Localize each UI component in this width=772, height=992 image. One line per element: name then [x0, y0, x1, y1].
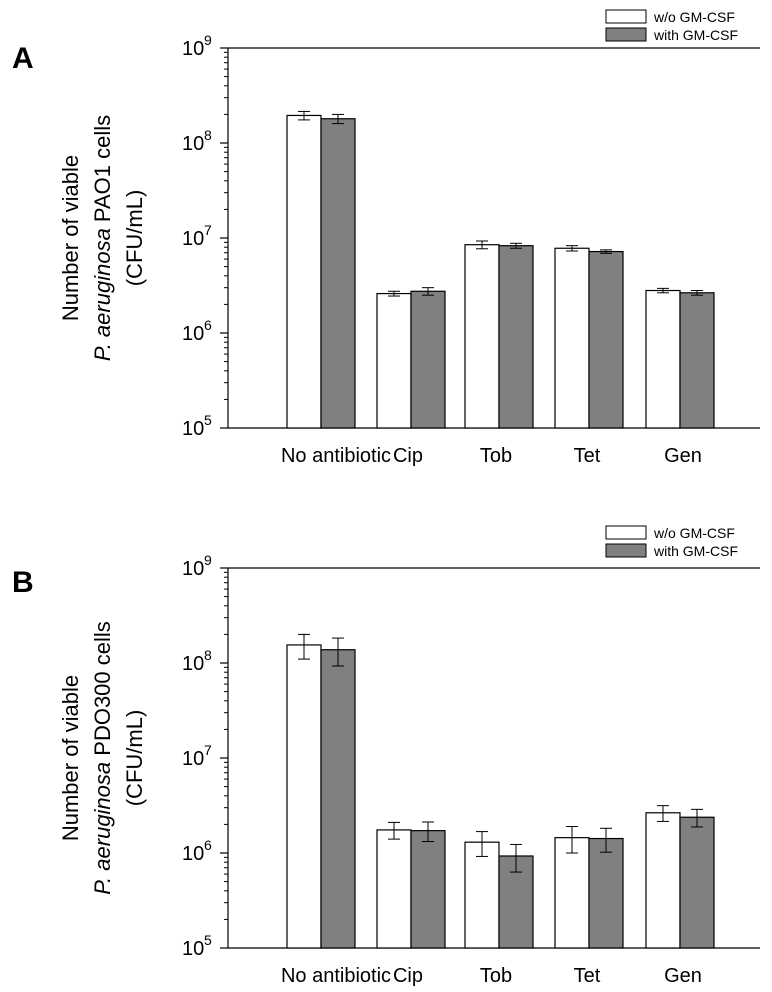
y-tick-exponent: 5: [204, 932, 212, 948]
bar-without-gm-csf: [464, 244, 500, 429]
bar-with-gm-csf: [410, 290, 446, 429]
y-axis-label: Number of viable P. aeruginosa PAO1 cells…: [58, 115, 147, 361]
bar-with-gm-csf: [679, 292, 715, 429]
bar-without-gm-csf: [376, 292, 412, 429]
bar-without-gm-csf: [286, 644, 322, 949]
y-axis-label-line: (CFU/mL): [122, 710, 147, 807]
bar-with-gm-csf: [588, 250, 624, 429]
y-tick-exponent: 7: [204, 222, 212, 238]
bar-with-gm-csf: [588, 837, 624, 949]
legend-label: with GM-CSF: [653, 543, 738, 559]
y-tick-exponent: 6: [204, 837, 212, 853]
y-tick-exponent: 6: [204, 317, 212, 333]
y-tick-exponent: 9: [204, 552, 212, 568]
x-category-label: Cip: [393, 445, 423, 467]
y-axis-label-line: Number of viable: [58, 675, 83, 841]
bar-with-gm-csf: [679, 816, 715, 949]
x-category-label: Gen: [664, 445, 702, 467]
y-axis-label-line: P. aeruginosa PDO300 cells: [90, 621, 115, 895]
y-tick-label: 10: [182, 748, 204, 770]
legend: w/o GM-CSF with GM-CSF: [605, 525, 738, 559]
x-category-label: Tob: [480, 445, 512, 467]
x-category-label: Gen: [664, 965, 702, 987]
legend-swatch: [605, 9, 647, 24]
bar-with-gm-csf: [410, 830, 446, 949]
y-tick-label: 10: [182, 843, 204, 865]
panel-letter: A: [12, 42, 34, 75]
legend-label: with GM-CSF: [653, 27, 738, 43]
x-category-label: No antibiotic: [281, 445, 391, 467]
bar-with-gm-csf: [498, 245, 534, 429]
x-category-label: Tet: [574, 965, 601, 987]
bar-with-gm-csf: [320, 649, 356, 949]
bar-without-gm-csf: [645, 289, 681, 429]
bar-without-gm-csf: [645, 812, 681, 949]
y-tick-label: 10: [182, 418, 204, 440]
y-axis-label-line: (CFU/mL): [122, 190, 147, 287]
y-tick-label: 10: [182, 228, 204, 250]
y-tick-label: 10: [182, 38, 204, 60]
bar-without-gm-csf: [554, 837, 590, 949]
legend: w/o GM-CSF with GM-CSF: [605, 9, 738, 43]
legend-label: w/o GM-CSF: [653, 525, 735, 541]
y-axis-label-line: Number of viable: [58, 155, 83, 321]
bar-without-gm-csf: [376, 829, 412, 949]
bar-without-gm-csf: [464, 841, 500, 949]
x-category-label: Cip: [393, 965, 423, 987]
y-tick-label: 10: [182, 133, 204, 155]
y-axis-label-line: P. aeruginosa PAO1 cells: [90, 115, 115, 361]
legend-swatch: [605, 525, 647, 540]
y-tick-label: 10: [182, 938, 204, 960]
legend-label: w/o GM-CSF: [653, 9, 735, 25]
x-category-label: Tet: [574, 445, 601, 467]
y-tick-label: 10: [182, 653, 204, 675]
x-category-label: Tob: [480, 965, 512, 987]
legend-swatch: [605, 543, 647, 558]
y-tick-label: 10: [182, 323, 204, 345]
legend-swatch: [605, 27, 647, 42]
y-tick-exponent: 8: [204, 127, 212, 143]
bar-with-gm-csf: [320, 118, 356, 429]
bar-without-gm-csf: [554, 247, 590, 429]
y-axis-label: Number of viable P. aeruginosa PDO300 cel…: [58, 621, 147, 895]
x-category-label: No antibiotic: [281, 965, 391, 987]
bar-without-gm-csf: [286, 114, 322, 429]
y-tick-label: 10: [182, 558, 204, 580]
y-tick-exponent: 5: [204, 412, 212, 428]
panel-letter: B: [12, 566, 34, 599]
y-tick-exponent: 7: [204, 742, 212, 758]
y-tick-exponent: 9: [204, 32, 212, 48]
y-tick-exponent: 8: [204, 647, 212, 663]
